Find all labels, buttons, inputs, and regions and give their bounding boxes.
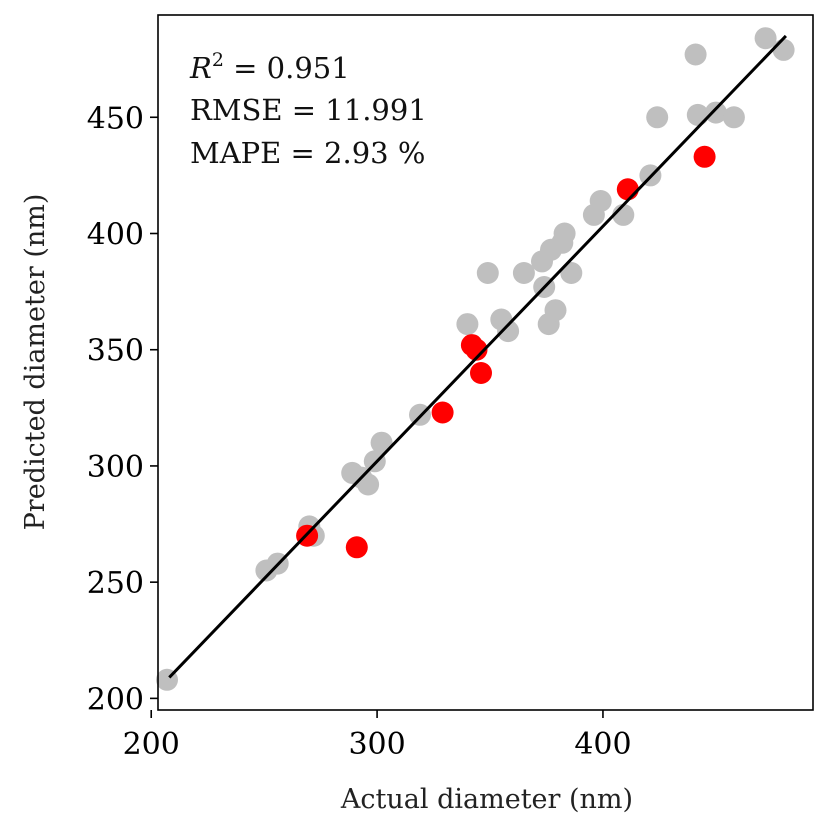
plot-frame — [157, 14, 814, 711]
data-point-s1-2 — [431, 401, 454, 424]
data-point-s0-28 — [646, 106, 669, 129]
stat-mape: MAPE = 2.93 % — [190, 136, 425, 170]
data-point-s0-12 — [476, 262, 499, 284]
data-point-s1-1 — [345, 536, 368, 559]
data-point-s0-32 — [722, 106, 745, 129]
ticks-layer: 200 300 400 200 250 300 350 400 450 — [87, 101, 632, 762]
data-point-s0-22 — [553, 222, 576, 245]
data-point-s0-29 — [684, 43, 707, 66]
x-axis-label: Actual diameter (nm) — [340, 784, 633, 815]
data-point-s0-11 — [456, 313, 479, 336]
data-point-s1-6 — [616, 178, 639, 201]
x-tick-label-200: 200 — [123, 727, 180, 762]
data-point-s0-25 — [589, 190, 612, 212]
data-point-s0-23 — [560, 262, 583, 284]
data-point-s0-20 — [544, 299, 567, 322]
stat-r2-symbol: R — [189, 51, 212, 85]
plot-background — [158, 15, 813, 710]
stat-rmse: RMSE = 11.991 — [190, 93, 427, 127]
y-axis-label: Predicted diameter (nm) — [20, 194, 51, 531]
data-point-s1-7 — [693, 145, 716, 168]
y-tick-label-250: 250 — [87, 566, 144, 601]
data-point-s0-15 — [512, 262, 535, 284]
data-point-s0-7 — [357, 473, 380, 496]
y-tick-label-200: 200 — [87, 682, 144, 717]
x-tick-label-400: 400 — [574, 727, 631, 762]
y-tick-label-400: 400 — [87, 217, 144, 252]
y-tick-label-450: 450 — [87, 101, 144, 136]
stat-r2-value: = 0.951 — [224, 51, 350, 85]
data-point-s1-5 — [470, 362, 492, 384]
data-point-s1-4 — [465, 338, 488, 361]
x-tick-label-300: 300 — [348, 727, 405, 762]
data-point-s0-33 — [754, 27, 777, 50]
data-point-s0-34 — [772, 38, 795, 61]
data-point-s0-31 — [704, 101, 727, 124]
fit-line — [168, 34, 787, 679]
data-point-s0-9 — [370, 431, 393, 454]
data-point-s0-14 — [497, 320, 520, 343]
y-tick-label-350: 350 — [87, 334, 144, 369]
y-tick-label-300: 300 — [87, 450, 144, 485]
stat-r2-exp: 2 — [212, 49, 224, 71]
stat-r2: R2 = 0.951 — [189, 49, 350, 85]
